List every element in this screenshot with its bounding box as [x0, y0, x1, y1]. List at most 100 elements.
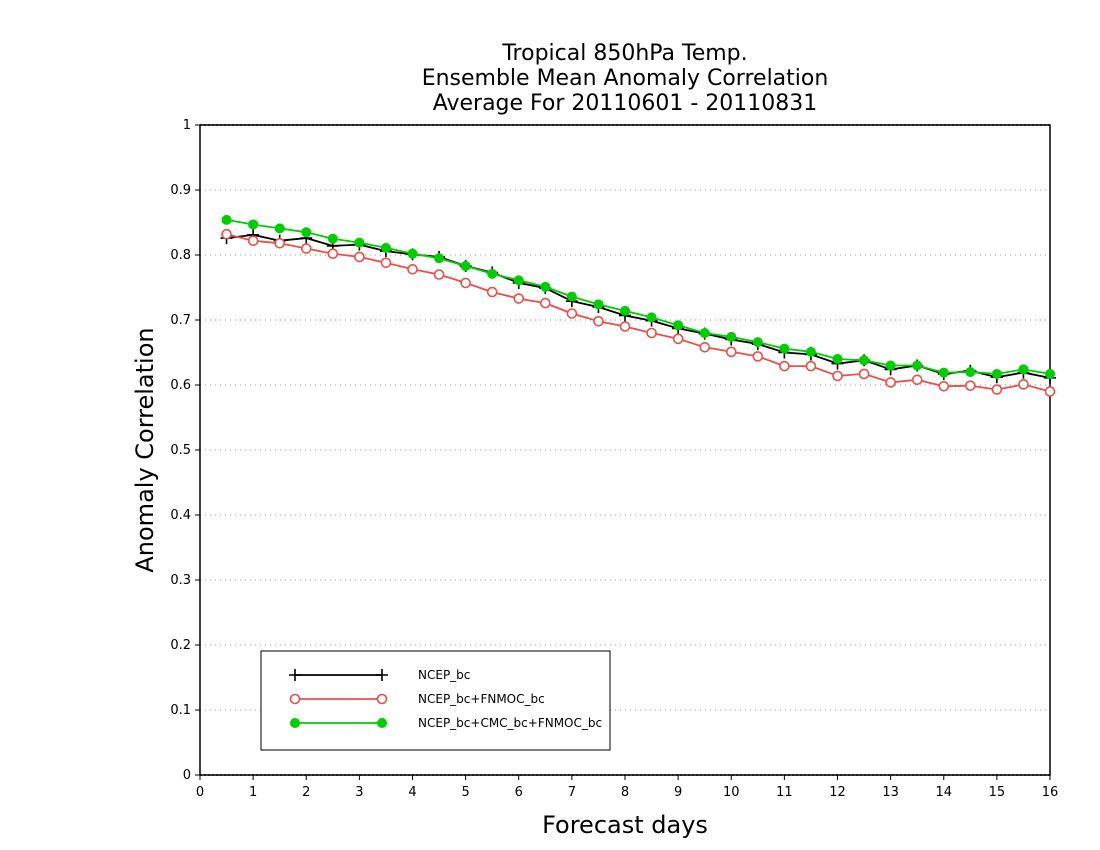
series-1-point-10 — [486, 286, 498, 298]
x-tick-label-13: 13 — [882, 785, 899, 800]
series-1-point-11 — [513, 293, 525, 304]
y-axis-title: Anomaly Correlation — [131, 327, 159, 572]
x-tick-label-15: 15 — [989, 785, 1006, 800]
series-1-point-30 — [1018, 379, 1029, 390]
x-tick-label-1: 1 — [249, 785, 257, 800]
x-tick-label-7: 7 — [568, 785, 576, 800]
x-tick-label-2: 2 — [302, 785, 310, 800]
x-tick-label-14: 14 — [935, 785, 952, 800]
series-2-point-15 — [620, 305, 630, 316]
series-1-point-31 — [1044, 386, 1056, 397]
series-2-point-6 — [380, 242, 391, 253]
series-2-point-22 — [805, 346, 816, 357]
series-1-point-19 — [725, 346, 737, 358]
series-1-point-12 — [540, 297, 551, 309]
legend-marker-start-1 — [289, 693, 301, 705]
x-tick-label-0: 0 — [196, 785, 204, 800]
series-1-point-27 — [938, 380, 950, 392]
series-1-point-0 — [221, 228, 232, 240]
legend: NCEP_bc NCEP_bc+FNMOC_bc NCEP_bc+CMC_bc+FN… — [260, 650, 611, 751]
series-2-point-13 — [566, 291, 577, 302]
series-2-point-4 — [327, 233, 338, 244]
series-2-point-25 — [885, 360, 896, 371]
series-1-point-7 — [407, 263, 418, 275]
series-2 — [221, 214, 1055, 379]
series-2-point-11 — [513, 275, 524, 286]
x-tick-label-8: 8 — [621, 785, 629, 800]
title-line-2: Ensemble Mean Anomaly Correlation — [422, 66, 829, 91]
series-1-point-1 — [247, 235, 259, 246]
series-1-point-29 — [991, 384, 1003, 395]
series-2-point-3 — [301, 227, 312, 238]
series-2-point-8 — [434, 253, 445, 264]
x-tick-label-11: 11 — [776, 785, 793, 800]
series-2-point-19 — [726, 331, 737, 342]
legend-marker-end-0 — [376, 669, 388, 681]
legend-label-2: NCEP_bc+CMC_bc+FNMOC_bc — [418, 716, 602, 730]
series-1-point-20 — [752, 351, 764, 362]
series-2-point-27 — [938, 367, 949, 378]
series-1-point-6 — [380, 257, 392, 269]
series-1-point-2 — [274, 238, 285, 249]
series-1-point-18 — [699, 341, 710, 353]
series-1-point-28 — [965, 380, 976, 391]
series-1-point-21 — [779, 360, 790, 372]
series-1-point-26 — [911, 374, 923, 386]
series-2-point-16 — [646, 312, 657, 323]
series-2-point-12 — [540, 281, 551, 292]
series-2-point-17 — [673, 320, 684, 331]
series-1-point-5 — [354, 251, 365, 263]
series-2-point-18 — [699, 328, 710, 338]
series-0 — [220, 228, 1056, 384]
x-tick-label-6: 6 — [515, 785, 523, 800]
series-1-point-15 — [619, 321, 631, 332]
x-axis-title: Forecast days — [542, 811, 708, 839]
legend-marker-end-2 — [377, 718, 387, 728]
series-2-point-14 — [593, 299, 604, 310]
series-1-point-23 — [832, 370, 843, 382]
x-tick-label-12: 12 — [829, 785, 846, 800]
series-2-point-20 — [752, 337, 763, 348]
series-1-point-17 — [672, 333, 684, 345]
y-tick-label-10: 1 — [183, 118, 191, 133]
series-2-point-30 — [1018, 364, 1029, 375]
series-2-point-10 — [487, 268, 498, 279]
y-tick-label-6: 0.6 — [170, 378, 191, 393]
series-2-point-24 — [859, 355, 870, 366]
y-tick-label-4: 0.4 — [170, 508, 191, 523]
series-2-point-26 — [912, 360, 923, 371]
y-tick-label-8: 0.8 — [170, 248, 191, 263]
series-1-point-13 — [566, 308, 578, 319]
y-tick-label-2: 0.2 — [170, 638, 191, 653]
series-2-point-23 — [832, 354, 843, 364]
x-tick-label-10: 10 — [723, 785, 740, 800]
title-line-1: Tropical 850hPa Temp. — [501, 41, 747, 66]
data-series — [220, 214, 1056, 397]
series-1 — [221, 228, 1056, 397]
series-2-point-31 — [1045, 368, 1055, 379]
series-2-point-5 — [354, 237, 365, 248]
grid-lines — [200, 189, 1050, 711]
series-2-point-29 — [991, 368, 1002, 379]
series-1-point-25 — [885, 377, 896, 388]
series-1-point-16 — [646, 327, 657, 339]
x-axis-ticks: 0 1 2 3 4 5 6 7 8 9 10 11 12 13 14 15 16 — [196, 775, 1058, 800]
x-tick-label-4: 4 — [408, 785, 416, 800]
series-1-point-4 — [327, 248, 339, 259]
series-1-point-24 — [858, 368, 870, 380]
series-2-point-0 — [221, 214, 232, 225]
legend-marker-start-0 — [289, 669, 301, 681]
y-tick-label-1: 0.1 — [170, 703, 191, 718]
series-2-point-28 — [965, 367, 976, 377]
series-line-2 — [226, 219, 1051, 375]
legend-marker-end-1 — [376, 693, 388, 705]
series-1-point-3 — [300, 243, 312, 254]
x-tick-label-16: 16 — [1042, 785, 1059, 800]
legend-label-0: NCEP_bc — [418, 668, 470, 682]
series-1-point-9 — [460, 277, 471, 289]
legend-label-1: NCEP_bc+FNMOC_bc — [418, 692, 545, 706]
y-tick-label-9: 0.9 — [170, 183, 191, 198]
title-line-3: Average For 20110601 - 20110831 — [433, 91, 818, 116]
series-1-point-14 — [593, 315, 604, 327]
